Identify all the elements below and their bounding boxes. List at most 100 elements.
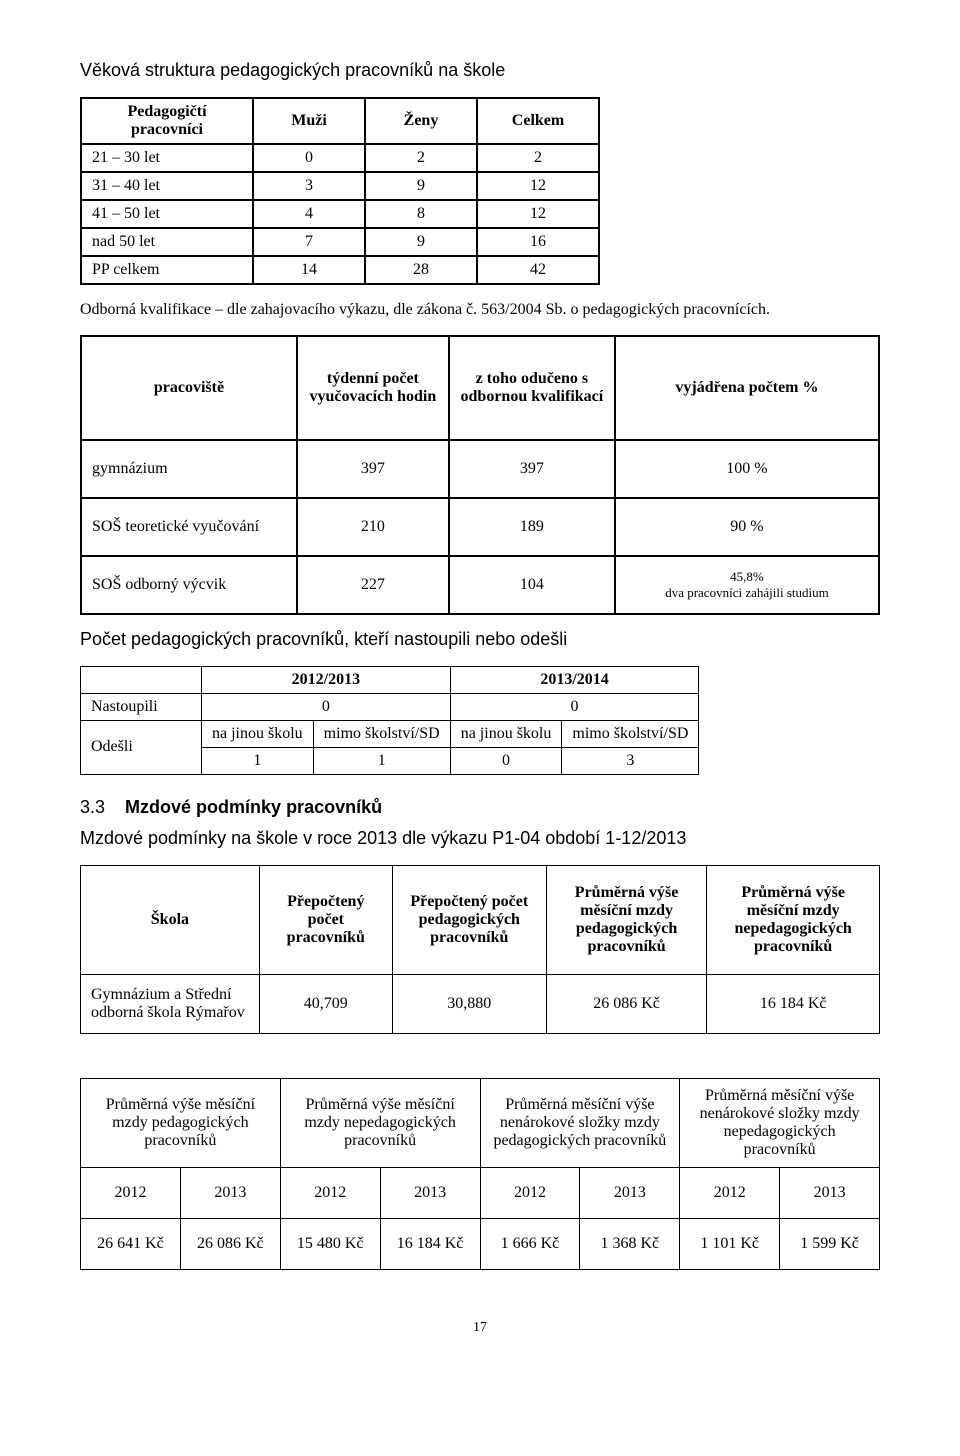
cell: 100 %: [615, 440, 879, 498]
cell: 40,709: [259, 974, 392, 1033]
pct-note: dva pracovníci zahájili studium: [665, 585, 829, 600]
cell: 2013: [580, 1167, 680, 1218]
cell: 15 480 Kč: [280, 1218, 380, 1269]
heading-age-structure: Věková struktura pedagogických pracovník…: [80, 60, 880, 81]
col-header: 2013/2014: [540, 671, 608, 688]
cell: 9: [365, 172, 477, 200]
cell: na jinou školu: [202, 720, 314, 747]
cell: 8: [365, 200, 477, 228]
cell: 4: [253, 200, 365, 228]
section-heading: 3.3 Mzdové podmínky pracovníků: [80, 797, 880, 818]
cell: 45,8% dva pracovníci zahájili studium: [615, 556, 879, 614]
cell: na jinou školu: [450, 720, 562, 747]
table-row: pracoviště týdenní počet vyučovacích hod…: [81, 336, 879, 440]
cell: 28: [365, 256, 477, 284]
cell: 1: [202, 747, 314, 774]
paragraph-qualification: Odborná kvalifikace – dle zahajovacího v…: [80, 299, 880, 321]
cell: 210: [297, 498, 449, 556]
cell: SOŠ teoretické vyučování: [81, 498, 297, 556]
cell: 16 184 Kč: [380, 1218, 480, 1269]
cell: 30,880: [392, 974, 546, 1033]
cell: 1: [313, 747, 450, 774]
table-row: SOŠ teoretické vyučování 210 189 90 %: [81, 498, 879, 556]
table-row: 2012 2013 2012 2013 2012 2013 2012 2013: [81, 1167, 880, 1218]
cell: 1 666 Kč: [480, 1218, 580, 1269]
cell: 42: [477, 256, 599, 284]
col-header: Muži: [291, 112, 327, 129]
cell: 2012: [480, 1167, 580, 1218]
cell: Odešli: [81, 720, 202, 774]
cell: 1 101 Kč: [680, 1218, 780, 1269]
section-title: Mzdové podmínky pracovníků: [125, 797, 382, 817]
heading-wages: Mzdové podmínky na škole v roce 2013 dle…: [80, 828, 880, 849]
table-age-structure: Pedagogičtí pracovníci Muži Ženy Celkem …: [80, 97, 600, 285]
cell: 0: [202, 693, 451, 720]
col-header: Celkem: [512, 112, 564, 129]
table-wages-school: Škola Přepočtený počet pracovníků Přepoč…: [80, 865, 880, 1034]
cell: Nastoupili: [81, 693, 202, 720]
cell: 2012: [81, 1167, 181, 1218]
cell: 2013: [180, 1167, 280, 1218]
cell: gymnázium: [81, 440, 297, 498]
table-row: 26 641 Kč 26 086 Kč 15 480 Kč 16 184 Kč …: [81, 1218, 880, 1269]
table-qualification: pracoviště týdenní počet vyučovacích hod…: [80, 335, 880, 615]
cell: mimo školství/SD: [313, 720, 450, 747]
col-header: vyjádřena počtem %: [675, 379, 818, 396]
cell: 7: [253, 228, 365, 256]
cell: 397: [449, 440, 615, 498]
col-header: Škola: [151, 911, 189, 928]
col-header: Přepočtený počet pracovníků: [287, 893, 365, 946]
table-row: Pedagogičtí pracovníci Muži Ženy Celkem: [81, 98, 599, 144]
section-number: 3.3: [80, 797, 105, 817]
cell: 2012: [680, 1167, 780, 1218]
cell: 2013: [780, 1167, 880, 1218]
cell: 12: [477, 172, 599, 200]
cell: 16: [477, 228, 599, 256]
heading-staff-changes: Počet pedagogických pracovníků, kteří na…: [80, 629, 880, 650]
cell: 1 368 Kč: [580, 1218, 680, 1269]
table-row: 31 – 40 let 3 9 12: [81, 172, 599, 200]
table-staff-changes: 2012/2013 2013/2014 Nastoupili 0 0 Odešl…: [80, 666, 699, 775]
col-header: pracoviště: [154, 379, 224, 396]
table-row: 21 – 30 let 0 2 2: [81, 144, 599, 172]
cell: 2: [365, 144, 477, 172]
table-row: PP celkem 14 28 42: [81, 256, 599, 284]
cell: nad 50 let: [81, 228, 253, 256]
cell: 12: [477, 200, 599, 228]
table-wage-comparison: Průměrná výše měsíční mzdy pedagogických…: [80, 1078, 880, 1270]
cell: [81, 666, 202, 693]
cell: 2: [477, 144, 599, 172]
cell: SOŠ odborný výcvik: [81, 556, 297, 614]
col-header: z toho odučeno s odbornou kvalifikací: [461, 370, 604, 405]
cell: mimo školství/SD: [562, 720, 699, 747]
cell: 26 086 Kč: [546, 974, 707, 1033]
col-header: Průměrná výše měsíční mzdy nepedagogický…: [734, 884, 851, 955]
table-row: gymnázium 397 397 100 %: [81, 440, 879, 498]
table-row: Průměrná výše měsíční mzdy pedagogických…: [81, 1078, 880, 1167]
col-header: Ženy: [404, 112, 439, 129]
cell: 104: [449, 556, 615, 614]
col-header: týdenní počet vyučovacích hodin: [310, 370, 437, 405]
table-row: 41 – 50 let 4 8 12: [81, 200, 599, 228]
cell: 1 599 Kč: [780, 1218, 880, 1269]
col-header: Průměrná výše měsíční mzdy nepedagogický…: [280, 1078, 480, 1167]
col-header: Průměrná měsíční výše nenárokové složky …: [680, 1078, 880, 1167]
cell: 90 %: [615, 498, 879, 556]
cell: 31 – 40 let: [81, 172, 253, 200]
cell: 14: [253, 256, 365, 284]
table-row: Nastoupili 0 0: [81, 693, 699, 720]
table-row: Škola Přepočtený počet pracovníků Přepoč…: [81, 865, 880, 974]
cell: 3: [562, 747, 699, 774]
cell: 16 184 Kč: [707, 974, 880, 1033]
table-row: 2012/2013 2013/2014: [81, 666, 699, 693]
pct-value: 45,8%: [730, 569, 764, 584]
page-number: 17: [80, 1320, 880, 1336]
cell: 26 086 Kč: [180, 1218, 280, 1269]
cell: 2013: [380, 1167, 480, 1218]
cell: 9: [365, 228, 477, 256]
col-header: Průměrná výše měsíční mzdy pedagogických…: [81, 1078, 281, 1167]
cell: PP celkem: [81, 256, 253, 284]
cell: 3: [253, 172, 365, 200]
cell: 397: [297, 440, 449, 498]
col-header: Průměrná výše měsíční mzdy pedagogických…: [575, 884, 679, 955]
